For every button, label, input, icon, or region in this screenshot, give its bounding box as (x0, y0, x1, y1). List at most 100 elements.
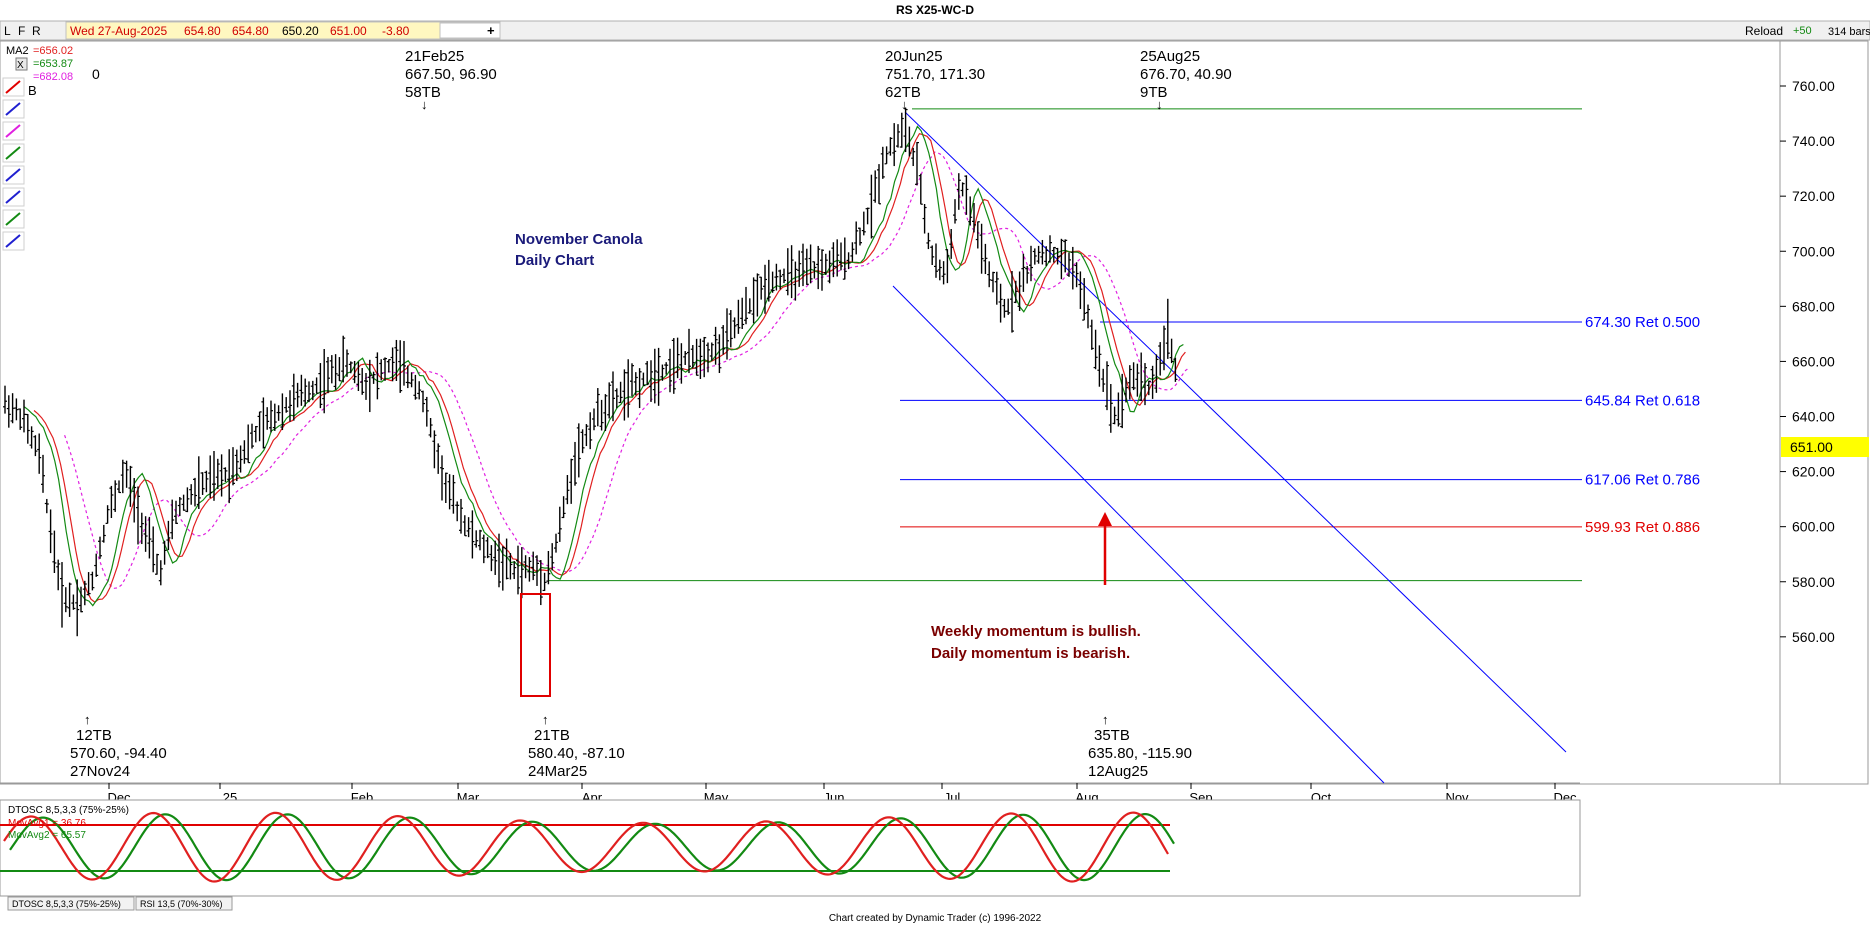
price-bar (641, 372, 646, 387)
price-bar (690, 345, 695, 369)
price-bar (56, 559, 61, 591)
svg-text:58TB: 58TB (405, 84, 441, 101)
mode-button-l[interactable]: L (4, 24, 11, 38)
svg-text:62TB: 62TB (885, 84, 921, 101)
price-bar (603, 394, 608, 432)
toolbar-close-button[interactable] (15, 57, 28, 71)
price-bar (371, 371, 376, 384)
price-bar (261, 397, 266, 449)
drawing-toolbar (2, 77, 25, 251)
price-bar (618, 381, 623, 404)
price-bar (1078, 271, 1083, 309)
chart-title: November Canola (515, 231, 643, 248)
price-bar (964, 175, 969, 215)
price-bar (269, 400, 273, 433)
price-bar (569, 458, 574, 504)
price-bar (652, 348, 657, 404)
ratio-tool-icon[interactable] (2, 187, 25, 207)
price-bar (580, 429, 585, 454)
pencil-tool-icon[interactable] (2, 77, 25, 97)
price-bar (348, 361, 353, 374)
new-tab-button[interactable] (439, 22, 501, 39)
price-bar (360, 368, 365, 395)
price-bar (307, 381, 311, 403)
ma-green-line (24, 125, 1184, 607)
price-bar (934, 243, 938, 278)
price-bar (774, 263, 779, 291)
current-price-tag (1781, 437, 1869, 457)
price-bar (489, 545, 494, 572)
price-bar (892, 123, 897, 167)
price-bar (812, 261, 817, 279)
price-projection-tool-icon[interactable] (2, 99, 25, 119)
magenta-projection-tool-icon[interactable] (2, 121, 25, 141)
price-bar (428, 417, 433, 438)
gann-tool-icon[interactable] (2, 209, 25, 229)
svg-text:580.40, -87.10: 580.40, -87.10 (528, 745, 625, 762)
price-bar (375, 352, 380, 400)
price-bar (223, 467, 228, 482)
price-bar (101, 524, 106, 543)
mode-buttons: L F R (4, 24, 41, 38)
quote-high: 654.80 (232, 24, 269, 38)
retracement-tool-icon[interactable] (2, 165, 25, 185)
moving-averages (24, 125, 1190, 607)
svg-text:↓: ↓ (1156, 97, 1163, 112)
reload-button[interactable]: Reload (1745, 24, 1783, 38)
price-bar (755, 273, 760, 317)
indicator-movavg1: MovAvg1 = 36.76 (8, 818, 86, 829)
price-bar (816, 245, 821, 290)
price-bar (759, 276, 764, 300)
svg-text:↑: ↑ (84, 712, 91, 727)
price-bar (717, 334, 722, 374)
price-bar (379, 359, 384, 381)
title-bar (0, 0, 1870, 20)
ma-legend-b: B (28, 83, 37, 98)
indicator-tab-dtosc[interactable] (7, 896, 135, 911)
price-bar (979, 223, 984, 274)
oscillator-green-line (9, 813, 1175, 882)
y-tick-label: 720.00 (1792, 188, 1835, 204)
svg-text:27Nov24: 27Nov24 (70, 763, 130, 780)
price-bar (542, 572, 547, 592)
price-bar (504, 538, 509, 580)
grid-tool-icon[interactable] (2, 231, 25, 251)
price-bar (557, 506, 562, 542)
ma-red-line (33, 132, 1186, 603)
price-bar (728, 310, 733, 348)
chart-subtitle: Daily Chart (515, 252, 594, 269)
band-tool-icon[interactable] (2, 143, 25, 163)
price-bar (22, 399, 26, 433)
price-bar (888, 137, 893, 156)
price-bar (801, 243, 805, 287)
price-bar (998, 283, 1003, 323)
price-bar (884, 146, 889, 165)
price-bar (922, 203, 927, 234)
ma-legend-zero: 0 (92, 66, 100, 82)
price-bar (595, 388, 600, 427)
price-bar (1173, 357, 1178, 382)
mode-button-f[interactable]: F (18, 24, 25, 38)
price-bar (291, 373, 296, 421)
svg-text:35TB: 35TB (1094, 727, 1130, 744)
price-bar (432, 430, 437, 469)
price-bar (554, 533, 558, 553)
price-bar (272, 403, 277, 431)
y-tick-label: 700.00 (1792, 243, 1835, 259)
price-bar (1074, 262, 1079, 288)
price-bar (181, 494, 186, 511)
price-bar (793, 261, 798, 301)
price-bar (782, 268, 786, 284)
price-bar (185, 487, 190, 513)
price-bar (956, 173, 961, 210)
svg-text:9TB: 9TB (1140, 84, 1168, 101)
price-bar (592, 408, 596, 431)
mode-button-r[interactable]: R (32, 24, 41, 38)
indicator-tab-rsi[interactable] (135, 896, 233, 911)
price-bar (18, 408, 23, 430)
price-bar (675, 337, 680, 379)
